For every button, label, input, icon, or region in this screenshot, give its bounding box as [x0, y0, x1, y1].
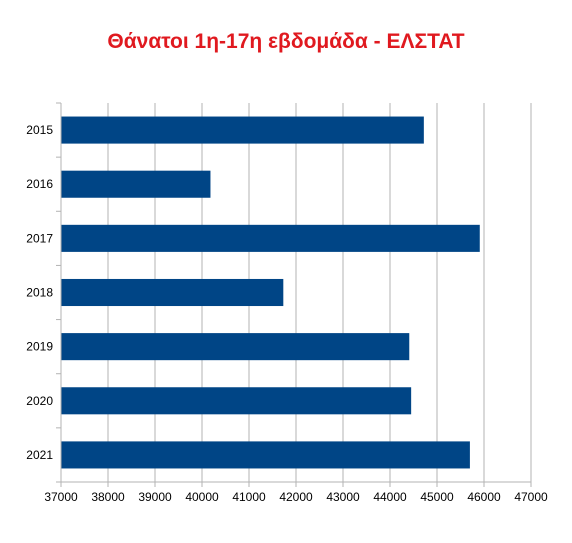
bar-2019 [61, 333, 410, 361]
x-tick-label: 42000 [279, 490, 313, 504]
y-tick-labels: 2015 2016 2017 2018 2019 2020 2021 [26, 123, 53, 462]
bar-2017 [61, 224, 480, 252]
y-tick-label: 2019 [26, 340, 53, 354]
bar-2021 [61, 441, 470, 469]
x-tick-label: 38000 [91, 490, 125, 504]
y-tick-label: 2017 [26, 231, 53, 245]
bar-2018 [61, 278, 284, 307]
x-tick-label: 43000 [326, 490, 360, 504]
x-tick-label: 37000 [44, 490, 78, 504]
x-tick-labels: 37000 38000 39000 40000 41000 42000 43000 44000… [44, 490, 548, 504]
x-tick-label: 39000 [138, 490, 172, 504]
bar-2020 [61, 387, 412, 415]
chart-title: Θάνατοι 1η-17η εβδομάδα - ΕΛΣΤΑΤ [107, 30, 465, 53]
y-tick-label: 2021 [26, 448, 53, 462]
y-tick-label: 2020 [26, 394, 53, 408]
x-tick-label: 41000 [232, 490, 266, 504]
x-tick-label: 40000 [185, 490, 219, 504]
bar-2016 [61, 170, 211, 198]
y-tick-label: 2016 [26, 177, 53, 191]
bars [61, 116, 480, 469]
x-tick-label: 45000 [420, 490, 454, 504]
y-tick-label: 2018 [26, 286, 53, 300]
bar-2015 [61, 116, 424, 144]
x-tick-label: 44000 [373, 490, 407, 504]
axes [56, 102, 532, 487]
y-tick-label: 2015 [26, 123, 53, 137]
x-tick-label: 46000 [467, 490, 501, 504]
x-tick-label: 47000 [514, 490, 548, 504]
